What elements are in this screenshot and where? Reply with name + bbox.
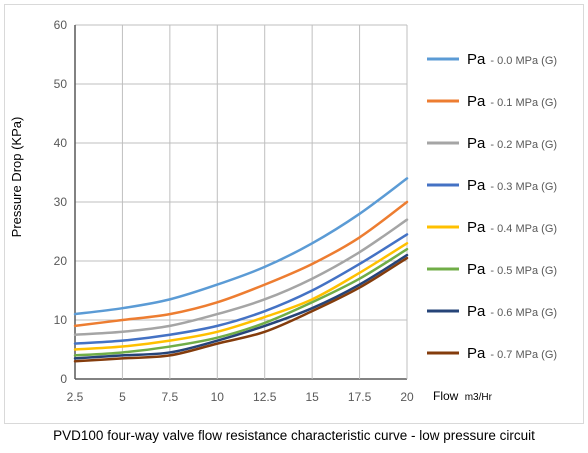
y-tick-label: 30 (54, 195, 68, 209)
legend-label-7: Pa - 0.7 MPa (G) (467, 345, 557, 362)
chart-frame: 0 10 20 30 40 50 60 2.5 5 7.5 10 12.5 15 17.5 20 Press… (4, 4, 584, 424)
x-axis-label: Flow m3/Hr (433, 389, 493, 403)
x-tick-label: 10 (211, 390, 225, 404)
x-axis-label-unit: m3/Hr (465, 392, 493, 403)
legend-label-5: Pa - 0.5 MPa (G) (467, 261, 557, 278)
x-tick-label: 7.5 (162, 390, 179, 404)
chart-svg: 0 10 20 30 40 50 60 2.5 5 7.5 10 12.5 15 17.5 20 Press… (9, 18, 557, 404)
x-tick-label: 17.5 (348, 390, 372, 404)
chart-caption: PVD100 four-way valve flow resistance ch… (53, 428, 535, 443)
x-tick-label: 2.5 (67, 390, 84, 404)
tick-labels: 0 10 20 30 40 50 60 2.5 5 7.5 10 12.5 15 17.5 20 (54, 18, 414, 404)
series-line-3 (73, 233, 409, 345)
x-axis-label-main: Flow (433, 389, 459, 403)
y-tick-label: 60 (54, 18, 68, 32)
y-axis-label: Pressure Drop (KPa) (9, 117, 24, 238)
series-line-4 (73, 242, 409, 351)
x-tick-label: 15 (305, 390, 319, 404)
series-line-0 (73, 177, 409, 316)
y-tick-label: 40 (54, 136, 68, 150)
y-tick-label: 50 (54, 77, 68, 91)
x-tick-label: 12.5 (253, 390, 277, 404)
legend-label-6: Pa - 0.6 MPa (G) (467, 303, 557, 320)
legend-label-2: Pa - 0.2 MPa (G) (467, 135, 557, 152)
legend: Pa - 0.0 MPa (G) Pa - 0.1 MPa (G) Pa - 0.2… (427, 51, 557, 362)
legend-label-3: Pa - 0.3 MPa (G) (467, 177, 557, 194)
y-tick-label: 20 (54, 254, 68, 268)
y-tick-label: 10 (54, 313, 68, 327)
x-tick-label: 20 (400, 390, 414, 404)
legend-label-0: Pa - 0.0 MPa (G) (467, 51, 557, 68)
grid (74, 24, 408, 380)
series-line-1 (73, 200, 409, 328)
legend-label-1: Pa - 0.1 MPa (G) (467, 93, 557, 110)
series-line-6 (73, 253, 409, 360)
series-line-5 (73, 247, 409, 357)
series-lines (73, 177, 409, 363)
series-line-2 (73, 218, 409, 336)
legend-label-4: Pa - 0.4 MPa (G) (467, 219, 557, 236)
series-line-7 (73, 256, 409, 363)
y-tick-label: 0 (60, 372, 67, 386)
x-tick-label: 5 (119, 390, 126, 404)
